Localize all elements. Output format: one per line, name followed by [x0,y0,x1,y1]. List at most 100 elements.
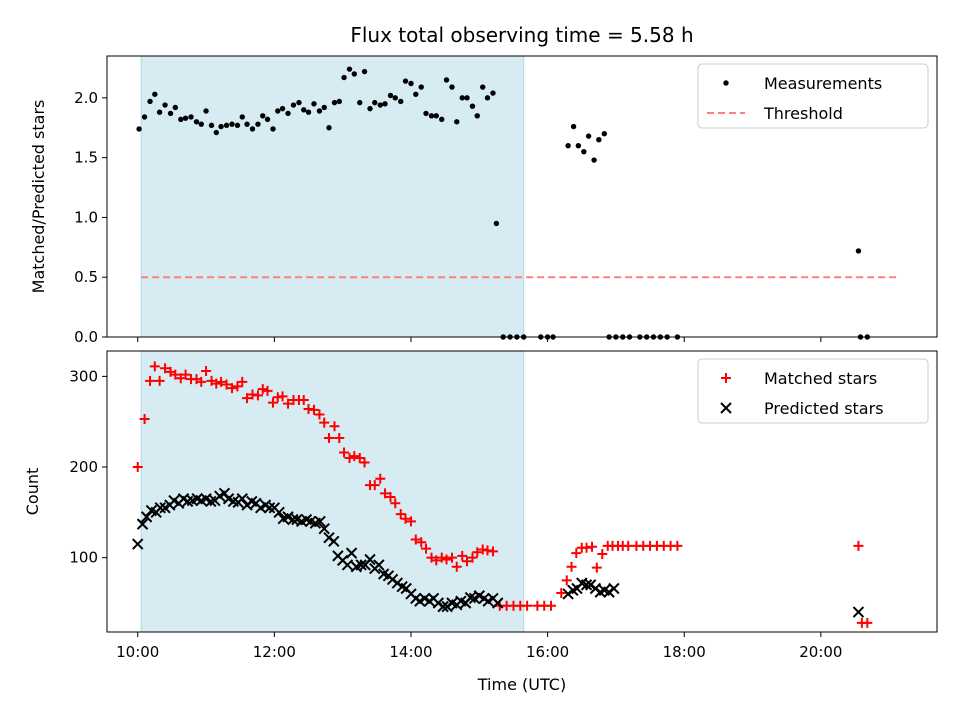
data-point [637,334,643,340]
data-point [446,552,457,563]
data-point [538,334,544,340]
data-point [492,597,504,609]
data-point [263,502,276,514]
data-point [449,84,455,90]
data-point [354,452,365,463]
data-point [218,123,224,130]
y-tick-label: 2.0 [74,89,98,107]
data-point [328,535,340,548]
data-point [145,375,156,386]
data-point [152,91,158,97]
data-point [229,121,235,127]
data-point [380,488,391,499]
legend-label: Predicted stars [764,399,884,418]
data-point [319,417,330,428]
y-axis-label: Count [23,468,42,516]
data-point [480,84,486,90]
data-point [351,71,357,77]
data-point [431,555,442,566]
data-point [260,113,266,119]
x-tick-label: 18:00 [663,643,706,661]
legend-marker [723,80,729,86]
data-point [855,248,862,254]
data-point [566,561,577,572]
data-point [242,393,253,404]
data-point [156,109,163,115]
data-point [402,78,409,84]
data-point [255,121,261,127]
data-point [437,600,449,613]
data-point [459,95,465,101]
data-point [324,433,335,444]
y-tick-label: 1.5 [74,149,98,167]
data-point [196,376,207,387]
data-point [279,105,286,112]
data-point [507,334,513,340]
bottom-panel: 100 200 300 10:00 12:00 14:00 16:00 18:00 20:00 C… [23,350,938,661]
data-point [326,125,332,131]
data-point [227,383,238,394]
data-point [650,334,657,340]
data-point [493,220,500,227]
y-tick-label: 300 [69,367,98,385]
data-point [421,543,432,554]
data-point [550,334,556,340]
data-point [331,99,338,106]
data-point [580,579,593,591]
data-point [296,99,302,106]
y-tick-label: 0.5 [74,268,98,286]
data-point [329,421,340,432]
data-point [355,559,367,571]
data-point [223,122,230,129]
data-point [361,68,368,75]
data-point [136,518,149,530]
data-point [232,381,243,392]
data-point [172,104,179,111]
data-point [857,334,864,340]
data-point [305,109,312,115]
data-point [180,369,191,380]
data-point [136,126,142,132]
data-point [561,575,572,586]
series-matched-stars [132,361,873,628]
axes-frame [106,350,938,633]
data-point [205,495,217,508]
data-point [620,334,626,340]
data-point [385,491,396,502]
data-point [308,404,319,415]
data-point [657,334,664,340]
data-point [314,515,326,528]
data-point [311,101,317,107]
data-point [132,462,143,473]
data-point [273,506,285,519]
data-point [249,126,256,132]
data-point [514,334,520,340]
data-point [464,591,477,604]
data-point [418,84,424,90]
data-point [357,99,363,106]
series-predicted-stars [132,487,865,618]
data-point [336,98,342,105]
data-point [167,110,174,117]
data-point [443,77,450,83]
series-measurements [136,66,871,340]
data-point [606,334,612,340]
data-point [433,113,439,119]
data-point [413,91,419,97]
data-point [287,513,299,526]
data-point [283,398,294,409]
data-point [298,394,309,405]
data-point [484,95,491,101]
data-point [565,142,571,149]
data-point [490,90,496,96]
data-point [193,119,200,125]
top-panel: 0.0 0.5 1.0 1.5 2.0 Matched/Predicted stars Me… [29,55,938,346]
data-point [521,334,527,340]
data-point [469,103,476,109]
data-point [216,376,227,387]
x-tick-label: 20:00 [799,643,842,661]
data-point [487,546,498,557]
data-point [457,550,468,561]
data-point [626,334,633,340]
